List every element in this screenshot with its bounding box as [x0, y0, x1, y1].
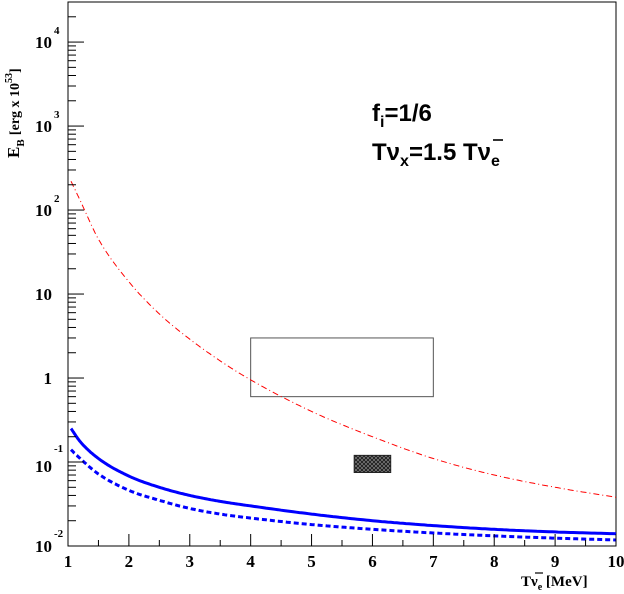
y-axis-title: EB [erg x 1053] [4, 68, 27, 158]
x-tick-label: 10 [608, 552, 624, 571]
series-line-dashed [69, 448, 617, 542]
plot-frame [67, 1, 617, 547]
x-tick-label: 6 [368, 552, 377, 571]
series-line-solid [69, 427, 617, 536]
x-tick-label: 7 [429, 552, 438, 571]
y-tick-exponent: -1 [54, 443, 63, 455]
svg-text:Tνe [MeV]: Tνe [MeV] [521, 574, 588, 593]
y-tick-exponent: 3 [54, 109, 60, 121]
y-tick-label: 10 [35, 537, 52, 556]
y-tick-label: 10 [35, 457, 52, 476]
annotation-fi: fi=1/6 [372, 100, 432, 131]
y-tick-label: 10 [35, 33, 52, 52]
hatched-region [353, 454, 392, 474]
annotation-temperature: Tνx=1.5 Tνe [372, 139, 503, 170]
x-tick-label: 1 [64, 552, 73, 571]
y-tick-exponent: 4 [54, 25, 60, 37]
x-tick-label: 4 [246, 552, 255, 571]
x-tick-label: 3 [186, 552, 195, 571]
y-tick-exponent: -2 [54, 528, 64, 540]
x-tick-label: 8 [490, 552, 499, 571]
y-tick-label: 10 [35, 201, 52, 220]
y-tick-label: 1 [44, 369, 53, 388]
svg-text:fi=1/6: fi=1/6 [372, 100, 432, 131]
svg-text:Tνx=1.5 Tνe: Tνx=1.5 Tνe [372, 139, 500, 170]
svg-text:EB [erg x 1053]: EB [erg x 1053] [4, 68, 27, 158]
open-region-box [250, 337, 434, 398]
x-tick-label: 9 [551, 552, 560, 571]
y-tick-label: 10 [35, 285, 52, 304]
y-tick-exponent: 2 [54, 193, 60, 205]
series-layer [69, 181, 617, 542]
x-tick-label: 5 [307, 552, 316, 571]
x-axis-title: Tνe [MeV] [521, 572, 588, 593]
x-tick-label: 2 [125, 552, 134, 571]
y-tick-label: 10 [35, 117, 52, 136]
series-line-dash-dot [70, 181, 617, 498]
regions-layer [250, 337, 434, 474]
